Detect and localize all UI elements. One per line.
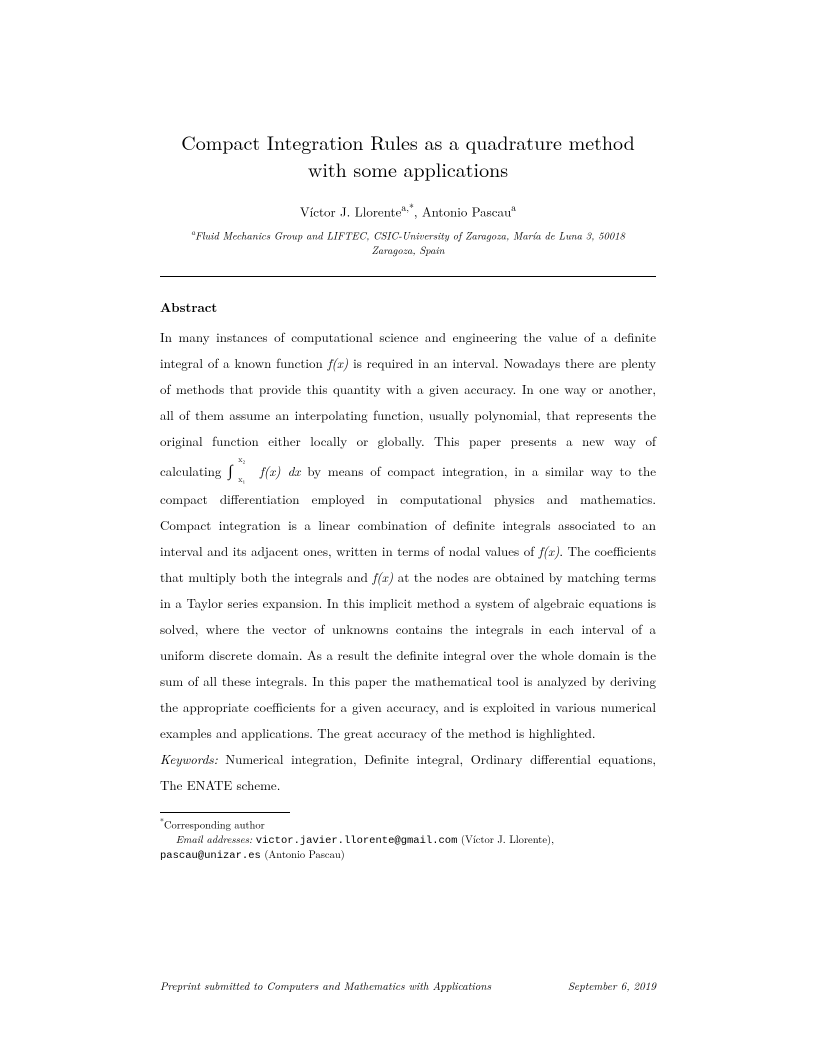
preprint-date: September 6, 2019	[568, 979, 656, 994]
math-fx-1: f(x)	[328, 353, 349, 372]
paper-title: Compact Integration Rules as a quadratur…	[160, 128, 656, 182]
email-2: pascau@unizar.es	[160, 850, 261, 862]
math-fx-3: f(x)	[372, 567, 393, 586]
abstract-text-e: at the nodes are obtained by matching te…	[160, 567, 656, 742]
title-line-1: Compact Integration Rules as a quadratur…	[181, 127, 634, 156]
preprint-left: Preprint submitted to Computers and Math…	[160, 979, 491, 994]
author-2-marks: a	[511, 200, 516, 214]
keywords-label: Keywords:	[160, 749, 218, 768]
integral-symbol: ∫x₂x₁	[228, 454, 234, 486]
keywords-line: Keywords: Numerical integration, Definit…	[160, 746, 656, 798]
title-line-2: with some applications	[308, 154, 508, 183]
affil-text: Fluid Mechanics Group and LIFTEC, CSIC-U…	[195, 229, 625, 258]
preprint-footer: Preprint submitted to Computers and Math…	[160, 979, 656, 994]
integral-upper: x₂	[238, 452, 245, 468]
integral-fx: f(x) dx	[253, 461, 301, 480]
email-label: Email addresses:	[176, 832, 253, 847]
email-1: victor.javier.llorente@gmail.com	[256, 835, 458, 847]
footnote-rule	[160, 812, 290, 813]
math-fx-2: f(x)	[539, 541, 560, 560]
integral-lower: x₁	[238, 472, 245, 488]
corresponding-note: *Corresponding author	[160, 817, 656, 833]
abstract-body: In many instances of computational scien…	[160, 324, 656, 746]
author-1-name: Víctor J. Llorente	[300, 201, 402, 220]
footnote-block: *Corresponding author Email addresses: v…	[160, 817, 656, 863]
authors-line: Víctor J. Llorentea,*, Antonio Pascaua	[160, 200, 656, 220]
email-note: Email addresses: victor.javier.llorente@…	[160, 833, 656, 863]
email-2-who: (Antonio Pascau)	[261, 847, 345, 862]
author-1-marks: a,*	[401, 200, 413, 214]
keywords-text: Numerical integration, Definite integral…	[160, 749, 656, 794]
corr-text: Corresponding author	[164, 818, 265, 833]
affiliation: aFluid Mechanics Group and LIFTEC, CSIC-…	[178, 228, 638, 258]
author-2-name: Antonio Pascau	[422, 201, 511, 220]
email-1-who: (Víctor J. Llorente),	[457, 832, 554, 847]
author-separator: ,	[414, 201, 422, 220]
abstract-heading: Abstract	[160, 297, 656, 316]
section-rule	[160, 276, 656, 277]
